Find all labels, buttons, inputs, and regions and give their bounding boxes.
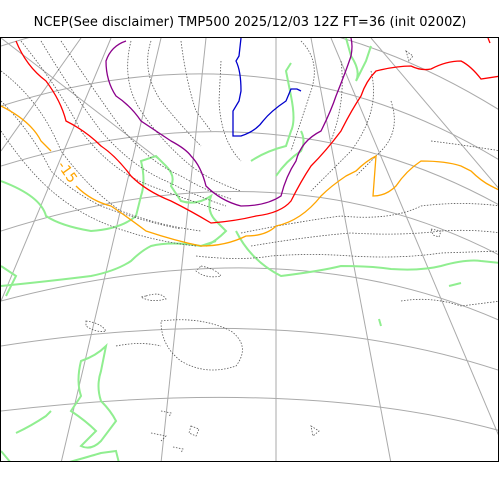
meridian [60, 38, 162, 461]
latitude-circles [1, 38, 498, 431]
isotherm [85, 320, 107, 332]
coastline-alaska [1, 154, 228, 247]
temperature-map: -15 [1, 38, 498, 461]
isotherm-red-line [15, 40, 498, 224]
isotherm [160, 319, 243, 371]
isotherm [310, 425, 320, 437]
contour-label: -15 [54, 158, 80, 186]
isotherm [355, 100, 395, 177]
coastlines [1, 38, 498, 461]
isotherm [188, 425, 200, 437]
coastline-canada-north [250, 62, 295, 162]
isotherm [115, 343, 162, 347]
coastline-canada-hudson [275, 130, 305, 177]
isotherm [1, 130, 197, 247]
meridian [310, 38, 392, 461]
isotherm [180, 40, 212, 132]
meridian [1, 38, 162, 162]
coastline-pacific [235, 230, 498, 278]
latitude-circle [1, 73, 498, 160]
isotherm [430, 140, 498, 151]
isotherm [405, 49, 414, 62]
isotherm-orange [1, 105, 498, 247]
latitude-circle [1, 267, 498, 321]
isotherm-blue-line [232, 38, 302, 137]
isotherm [400, 298, 498, 307]
isotherm [250, 229, 498, 247]
isotherm [290, 40, 315, 152]
isotherm-red [15, 38, 498, 224]
isotherm [172, 446, 184, 454]
coastline-aleutian-west [1, 265, 18, 297]
coastline-south [15, 410, 52, 434]
coastline-bottom [1, 449, 120, 461]
isotherm [1, 70, 202, 232]
isotherm-blue [232, 38, 302, 137]
island [448, 282, 462, 287]
isotherm [1, 100, 182, 230]
island [378, 318, 382, 327]
isotherm-minus-15 [1, 105, 498, 247]
isotherm [40, 40, 227, 207]
isotherm [195, 250, 498, 259]
isotherm [160, 410, 172, 418]
latitude-circle [1, 327, 498, 371]
isotherm [240, 203, 498, 234]
latitude-circle [1, 38, 498, 110]
chart-title: NCEP(See disclaimer) TMP500 2025/12/03 1… [33, 15, 467, 30]
isotherm [60, 40, 232, 200]
isotherm [430, 228, 442, 238]
isotherm [195, 265, 222, 278]
isotherms-dotted [1, 40, 498, 454]
isotherm [139, 293, 167, 301]
isotherm [218, 60, 242, 162]
meridian [330, 38, 498, 436]
coastline-central-america [69, 342, 118, 449]
isotherm [310, 70, 374, 192]
meridians [1, 38, 498, 461]
isotherm [20, 40, 222, 212]
latitude-circle [1, 190, 498, 256]
isotherm-purple-line [105, 38, 353, 207]
isotherm-purple [105, 38, 353, 207]
isotherm [330, 60, 343, 142]
meridian [370, 38, 498, 189]
isotherm [127, 40, 242, 192]
coastline-aleutian [1, 240, 217, 287]
map-frame: -15 [0, 37, 499, 462]
meridian [1, 38, 112, 302]
meridian [1, 38, 82, 152]
meridian [160, 38, 207, 461]
isotherm [150, 432, 167, 442]
latitude-circle [1, 131, 498, 205]
isotherm-red-tip [487, 38, 491, 44]
